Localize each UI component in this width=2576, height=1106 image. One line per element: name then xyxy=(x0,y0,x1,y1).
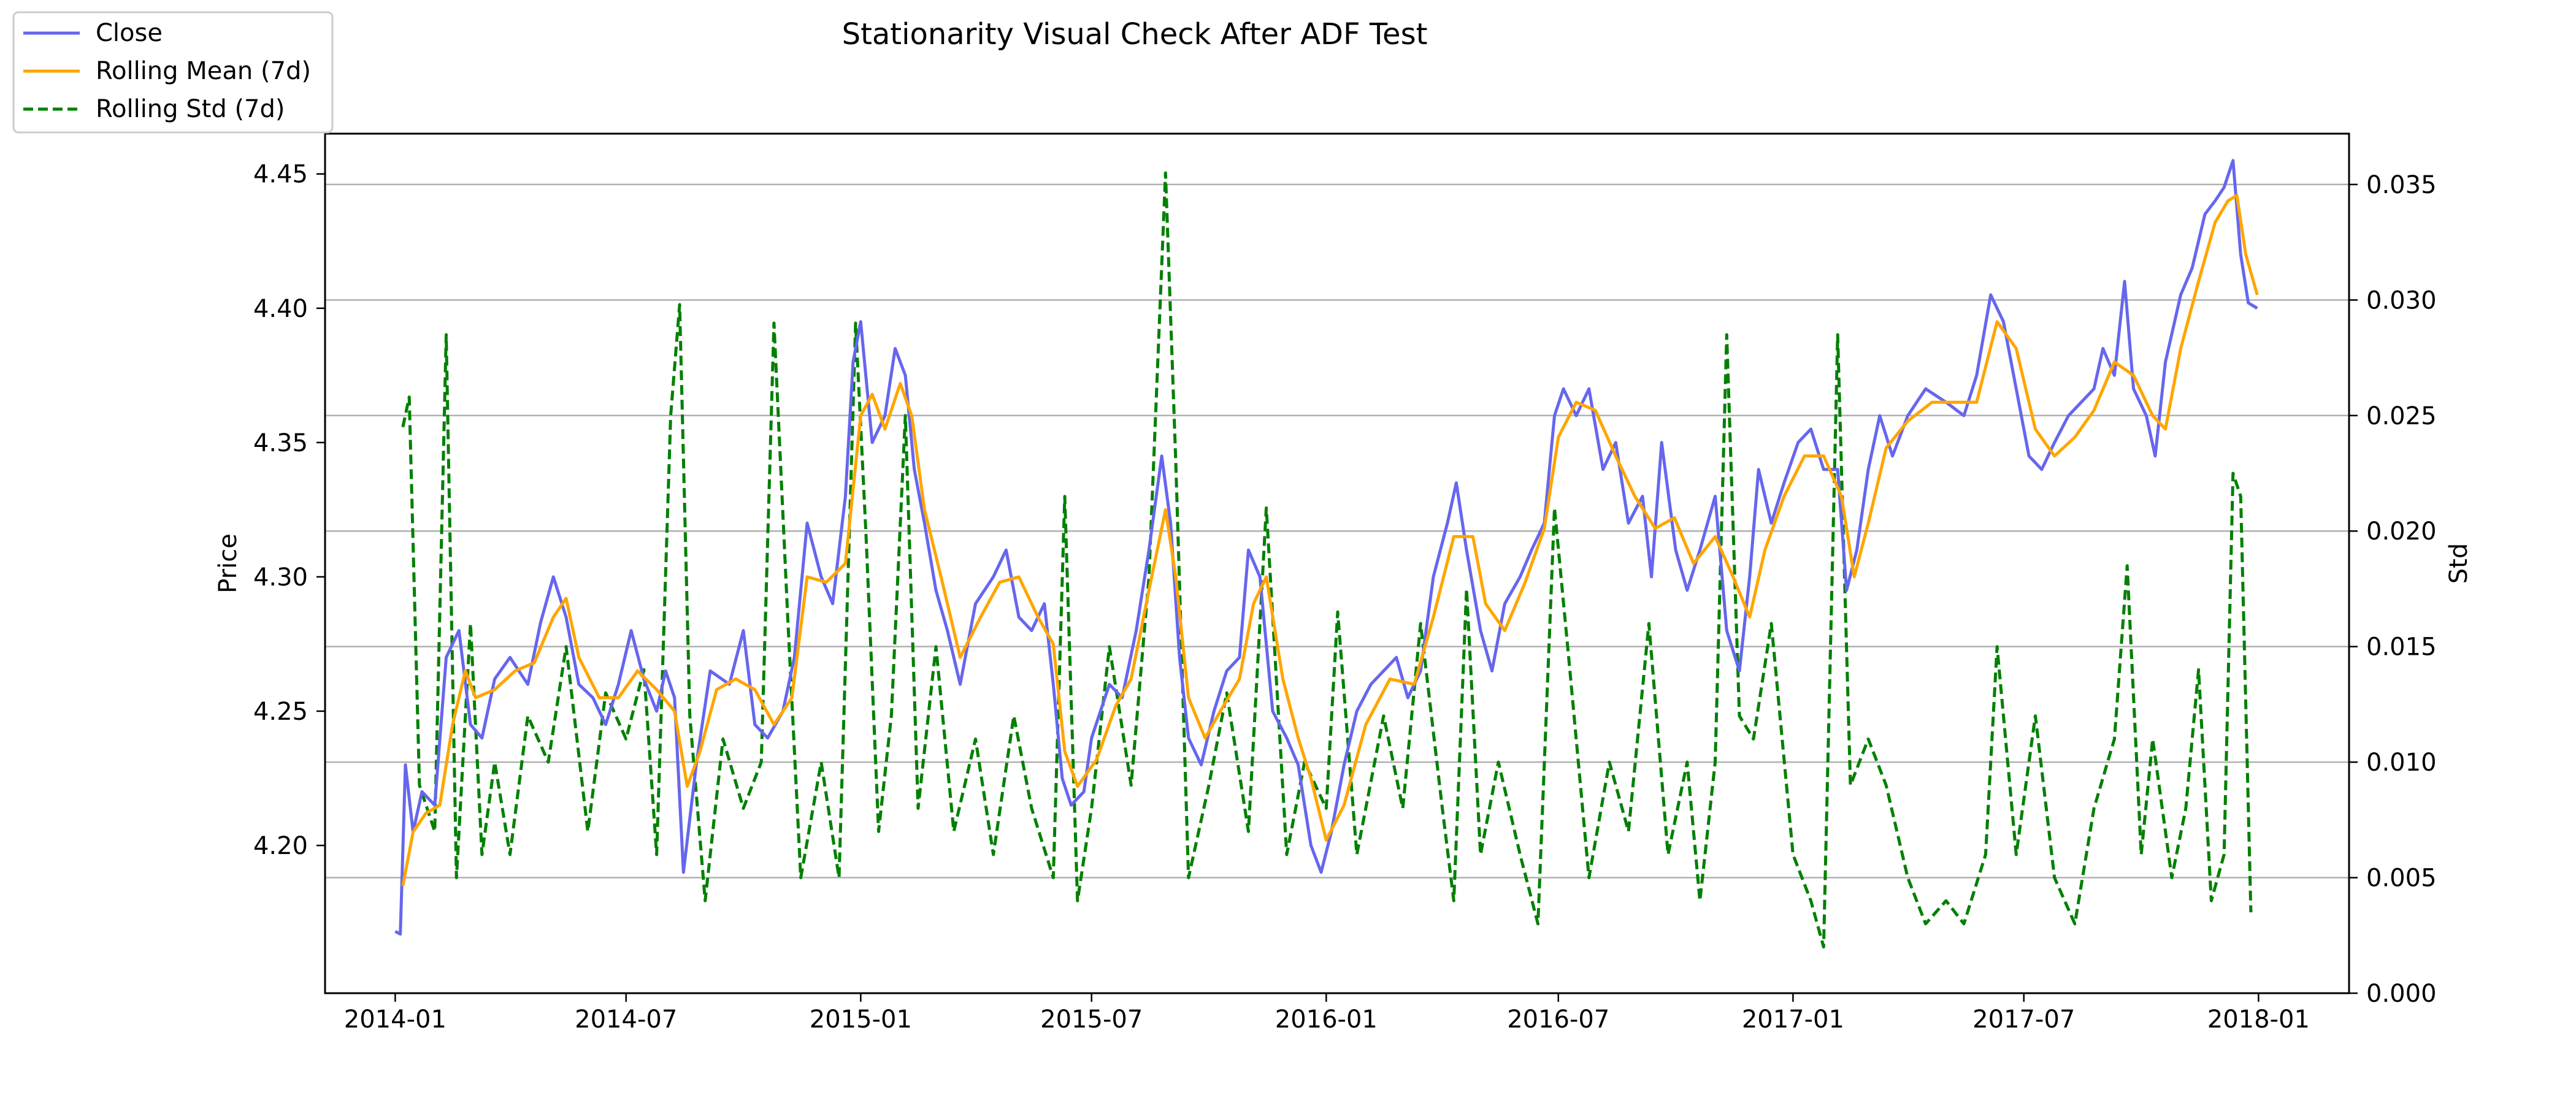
y-axis-right: 0.000 0.005 0.010 0.015 0.020 0.025 0.030 0.035 xyxy=(2349,171,2437,1008)
plot-series xyxy=(394,159,2259,949)
y-tick-label-4: 4.40 xyxy=(253,295,308,323)
legend-box xyxy=(12,11,334,134)
y2-tick-label-4: 0.020 xyxy=(2366,517,2437,546)
x-tick-label-8: 2018-01 xyxy=(2207,1005,2310,1034)
x-tick-label-0: 2014-01 xyxy=(344,1005,447,1034)
series-line-close xyxy=(394,159,2258,936)
series-line-rolling-mean-7d xyxy=(401,194,2259,887)
y2-tick-label-0: 0.000 xyxy=(2366,980,2437,1008)
y-tick-label-1: 4.25 xyxy=(253,698,308,726)
x-tick-label-4: 2016-01 xyxy=(1275,1005,1378,1034)
chart-title: Stationarity Visual Check After ADF Test xyxy=(842,17,1428,51)
legend-label-rolling-std: Rolling Std (7d) xyxy=(96,95,285,123)
legend-label-rolling-mean: Rolling Mean (7d) xyxy=(96,57,311,85)
y-tick-label-2: 4.30 xyxy=(253,563,308,592)
plot-area-frame xyxy=(324,132,2350,994)
x-tick-label-2: 2015-01 xyxy=(810,1005,912,1034)
y-axis-left: 4.20 4.25 4.30 4.35 4.40 4.45 xyxy=(253,161,325,860)
x-axis: 2014-01 2014-07 2015-01 2015-07 2016-01 2016-… xyxy=(344,993,2310,1034)
x-tick-label-1: 2014-07 xyxy=(575,1005,677,1034)
y2-tick-label-6: 0.030 xyxy=(2366,286,2437,315)
x-tick-label-7: 2017-07 xyxy=(1972,1005,2075,1034)
y-axis-label: Price xyxy=(214,533,242,593)
y2-axis-label: Std xyxy=(2445,543,2473,584)
y-tick-label-5: 4.45 xyxy=(253,161,308,189)
y-tick-label-3: 4.35 xyxy=(253,429,308,457)
y2-tick-label-3: 0.015 xyxy=(2366,633,2437,662)
legend-label-close: Close xyxy=(96,19,163,47)
y2-tick-label-5: 0.025 xyxy=(2366,402,2437,430)
y2-tick-label-7: 0.035 xyxy=(2366,171,2437,199)
y2-tick-label-2: 0.010 xyxy=(2366,749,2437,777)
x-tick-label-5: 2016-07 xyxy=(1507,1005,1609,1034)
x-tick-label-6: 2017-01 xyxy=(1742,1005,1844,1034)
y2-tick-label-1: 0.005 xyxy=(2366,864,2437,893)
y-tick-label-0: 4.20 xyxy=(253,832,308,860)
x-tick-label-3: 2015-07 xyxy=(1040,1005,1143,1034)
legend: Close Rolling Mean (7d) Rolling Std (7d) xyxy=(12,11,334,134)
